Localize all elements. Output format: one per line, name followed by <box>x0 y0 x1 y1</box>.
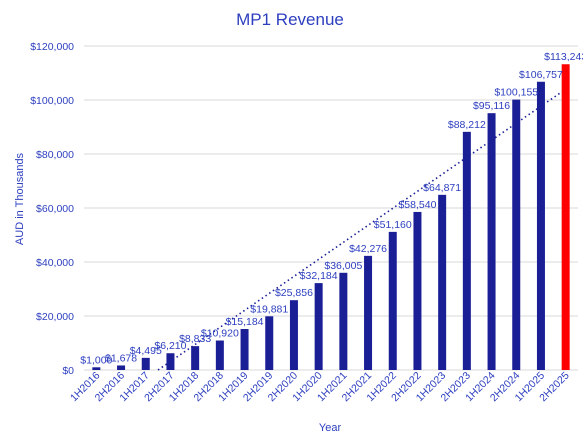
data-label: $51,160 <box>374 219 412 231</box>
data-label: $1,678 <box>105 352 137 364</box>
bar <box>487 113 496 370</box>
bar <box>215 340 224 370</box>
bar <box>462 131 471 370</box>
y-axis-ticks: $0 $20,000 $40,000 $60,000 $80,000 $100,000 $1… <box>30 41 74 377</box>
bar <box>413 211 422 370</box>
data-label: $19,881 <box>250 303 288 315</box>
data-label: $6,210 <box>154 340 186 352</box>
bar <box>512 99 521 371</box>
data-label: $15,184 <box>226 316 264 328</box>
data-label: $10,920 <box>201 328 239 340</box>
data-label: $8,833 <box>179 333 211 345</box>
bar <box>92 367 101 370</box>
bar <box>240 329 249 370</box>
y-tick-label: $100,000 <box>30 95 74 107</box>
bar <box>265 316 274 370</box>
data-label: $106,757 <box>519 69 563 81</box>
y-tick-label: $60,000 <box>36 203 74 215</box>
y-tick-label: $20,000 <box>36 311 74 323</box>
y-tick-label: $0 <box>62 365 74 377</box>
bar <box>388 231 397 370</box>
data-label: $1,000 <box>80 354 112 366</box>
data-label: $88,212 <box>448 119 486 131</box>
y-tick-label: $40,000 <box>36 257 74 269</box>
y-tick-label: $80,000 <box>36 149 74 161</box>
data-label: $100,155 <box>494 87 538 99</box>
x-axis-ticks: 1H20162H20161H20172H20171H20182H20181H20… <box>68 370 572 405</box>
bar <box>339 272 348 370</box>
y-tick-label: $120,000 <box>30 41 74 53</box>
data-label: $95,116 <box>473 100 510 112</box>
bar <box>191 346 200 370</box>
chart-title: MP1 Revenue <box>236 10 344 29</box>
data-label: $4,495 <box>130 345 162 357</box>
data-label: $58,540 <box>398 199 436 211</box>
bar <box>141 357 150 370</box>
bar <box>438 194 447 370</box>
data-label: $64,871 <box>423 182 461 194</box>
bar <box>314 283 323 370</box>
bar <box>561 64 570 370</box>
data-label: $32,184 <box>300 270 338 282</box>
bar <box>536 81 545 370</box>
trendline-path <box>157 88 567 371</box>
x-axis-label: Year <box>319 422 342 433</box>
data-labels: $1,000$1,678$4,495$6,210$8,833$10,920$15… <box>80 51 583 366</box>
data-label: $36,005 <box>324 260 362 272</box>
bar <box>364 255 373 370</box>
gridlines <box>84 45 578 371</box>
trendline <box>157 88 567 371</box>
data-label: $113,243 <box>544 51 583 63</box>
data-label: $42,276 <box>349 243 387 255</box>
bars <box>92 64 570 371</box>
bar <box>289 300 298 370</box>
data-label: $25,856 <box>275 287 313 299</box>
bar <box>166 353 175 370</box>
bar <box>117 365 126 370</box>
y-axis-label: AUD in Thousands <box>14 152 26 245</box>
